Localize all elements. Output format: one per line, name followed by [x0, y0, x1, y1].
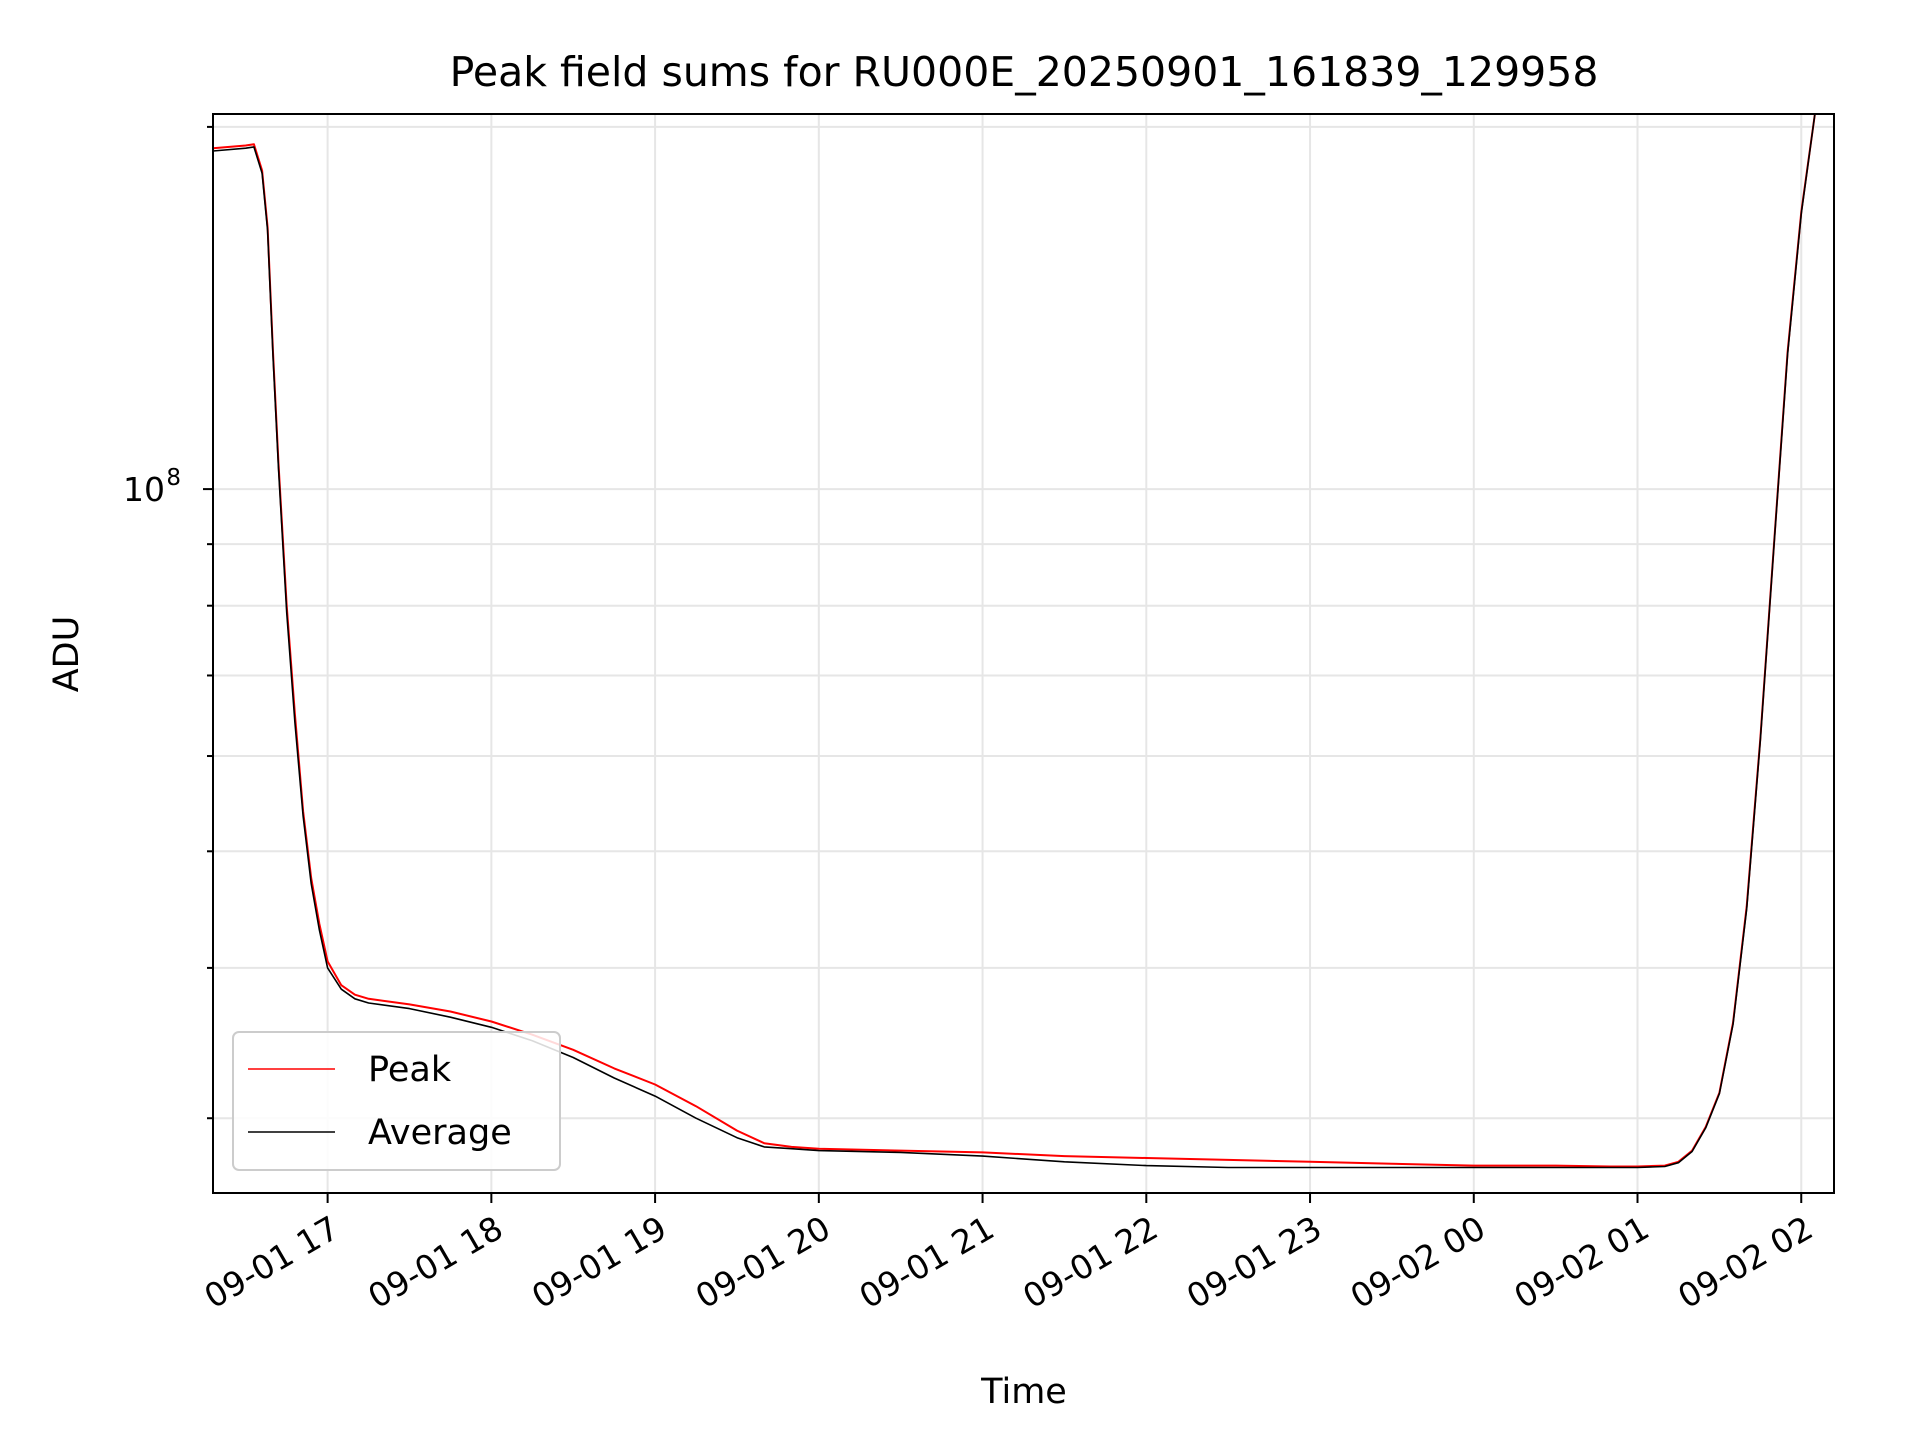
x-tick-label: 09-01 20 — [689, 1208, 837, 1316]
legend-box — [232, 1031, 561, 1171]
legend: Peak Average — [232, 1031, 561, 1171]
series-line-average — [212, 113, 1816, 1169]
plot-frame — [212, 113, 1835, 1194]
x-tick-label: 09-01 18 — [361, 1208, 509, 1316]
y-axis-label: ADU — [47, 616, 87, 693]
x-axis-label: Time — [980, 1372, 1067, 1412]
chart-title: Peak field sums for RU000E_20250901_1618… — [450, 48, 1599, 96]
series-layer — [212, 113, 1816, 1169]
y-tick-label-exponent: 8 — [166, 465, 181, 491]
x-axis-ticks: 09-01 17 09-01 18 09-01 19 09-01 20 09-01 21… — [198, 1193, 1819, 1316]
x-tick-label: 09-01 21 — [853, 1208, 1001, 1316]
legend-label-average: Average — [368, 1113, 512, 1153]
x-tick-label: 09-02 00 — [1344, 1208, 1492, 1316]
x-tick-label: 09-01 23 — [1180, 1208, 1328, 1316]
x-tick-label: 09-01 19 — [525, 1208, 673, 1316]
y-axis-ticks: 10 8 — [123, 125, 213, 1120]
x-tick-label: 09-01 22 — [1016, 1208, 1164, 1316]
series-line-peak — [212, 113, 1816, 1168]
legend-label-peak: Peak — [368, 1050, 452, 1090]
x-tick-label: 09-02 01 — [1508, 1208, 1656, 1316]
y-tick-label: 10 — [123, 470, 165, 509]
x-tick-label: 09-02 02 — [1671, 1208, 1819, 1316]
x-tick-label: 09-01 17 — [198, 1208, 346, 1316]
